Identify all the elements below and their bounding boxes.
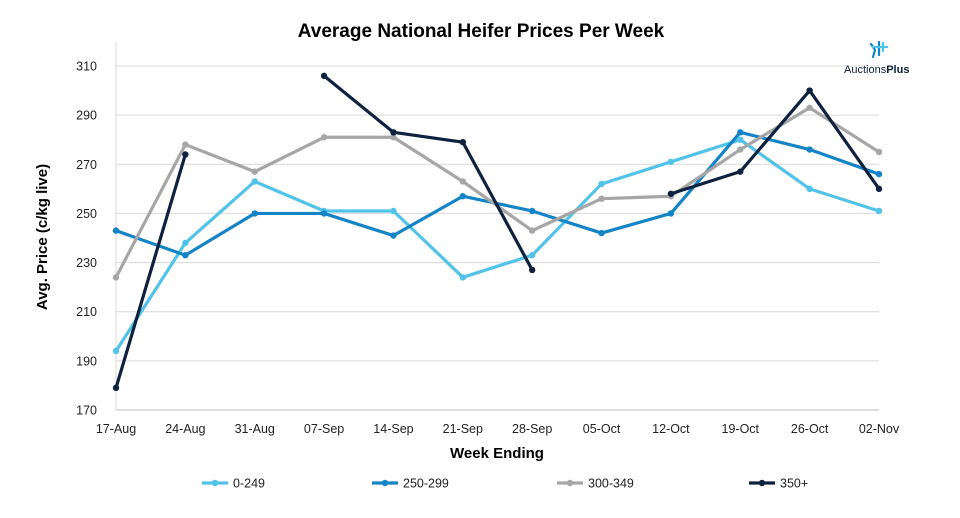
data-point [390,232,397,239]
data-point [667,158,675,166]
legend-marker [758,479,766,487]
y-tick-label: 250 [76,207,97,221]
data-point [667,210,675,217]
series-line [322,74,534,272]
data-point [528,266,536,274]
data-point [320,72,328,80]
legend-marker [211,479,219,487]
data-point [251,178,258,185]
series-300-349 [112,104,883,281]
data-point [875,185,883,193]
series-350+ [112,72,883,392]
y-axis-title: Avg. Price (c/kg live) [34,164,51,310]
data-point [528,227,536,234]
data-point [459,138,467,146]
legend-marker [381,479,389,487]
y-tick-label: 270 [76,158,97,172]
data-point [875,207,883,215]
x-tick-label: 19-Oct [722,422,760,436]
logo-text: AuctionsPlus [844,64,909,76]
y-tick-label: 310 [76,60,97,74]
data-point [320,210,328,217]
data-point [806,185,813,193]
data-point [182,239,189,247]
auctionsplus-logo: AuctionsPlus [844,40,909,76]
data-point [112,227,120,234]
gridlines [115,42,879,411]
legend-item: 300-349 [557,477,634,491]
data-point [112,347,120,355]
data-point [182,141,189,148]
legend-label: 300-349 [588,477,634,491]
y-tick-label: 230 [76,256,97,270]
data-point [737,136,744,143]
y-axis-ticks: 170 190 210 230 250 270 290 310 [76,60,97,418]
series-line [669,88,881,196]
data-point [112,384,120,392]
data-point [598,180,605,188]
y-tick-label: 290 [76,109,97,123]
data-point [737,129,744,136]
series-lines [112,72,883,392]
series-line [114,106,881,279]
data-point [737,168,744,175]
legend-item: 250-299 [372,477,449,491]
chart-title: Average National Heifer Prices Per Week [298,21,665,42]
x-tick-label: 02-Nov [859,422,900,436]
data-point [251,210,258,217]
legend: 0-249 250-299 300-349 350+ [202,477,808,491]
x-tick-label: 05-Oct [583,422,621,436]
data-point [598,195,605,202]
data-point [806,146,813,153]
x-tick-label: 26-Oct [791,422,829,436]
legend-label: 0-249 [233,477,265,491]
data-point [598,229,605,237]
x-tick-label: 12-Oct [652,422,690,436]
x-tick-label: 07-Sep [304,422,344,436]
legend-label: 350+ [780,477,808,491]
x-axis-title: Week Ending [450,445,544,462]
y-tick-label: 210 [76,305,97,319]
x-tick-label: 24-Aug [165,422,205,436]
data-point [182,252,189,259]
series-line [114,130,881,257]
data-point [390,207,397,215]
data-point [528,207,536,215]
data-point [875,148,883,156]
data-point [459,274,467,281]
data-point [528,252,536,259]
x-tick-label: 14-Sep [373,422,413,436]
data-point [667,190,675,197]
x-tick-label: 21-Sep [443,422,483,436]
series-0-249 [112,136,883,355]
x-tick-label: 28-Sep [512,422,552,436]
series-250-299 [112,129,883,259]
data-point [459,193,467,200]
series-line [114,138,881,353]
y-tick-label: 170 [76,404,97,418]
data-point [806,87,813,94]
data-point [390,129,397,136]
legend-item: 0-249 [202,477,265,491]
data-point [459,178,467,185]
data-point [182,151,189,158]
logo-mark-icon [869,40,889,59]
data-point [112,274,120,281]
data-point [320,134,328,141]
x-axis-ticks: 17-Aug 24-Aug 31-Aug 07-Sep 14-Sep 21-Sep 28-S… [96,422,900,436]
legend-label: 250-299 [403,477,449,491]
x-tick-label: 17-Aug [96,422,136,436]
data-point [251,168,258,175]
x-tick-label: 31-Aug [235,422,275,436]
legend-item: 350+ [749,477,808,491]
data-point [390,134,397,141]
legend-marker [566,479,574,487]
series-line [114,152,187,390]
data-point [737,146,744,153]
data-point [806,104,813,111]
data-point [875,170,883,178]
y-tick-label: 190 [76,354,97,368]
